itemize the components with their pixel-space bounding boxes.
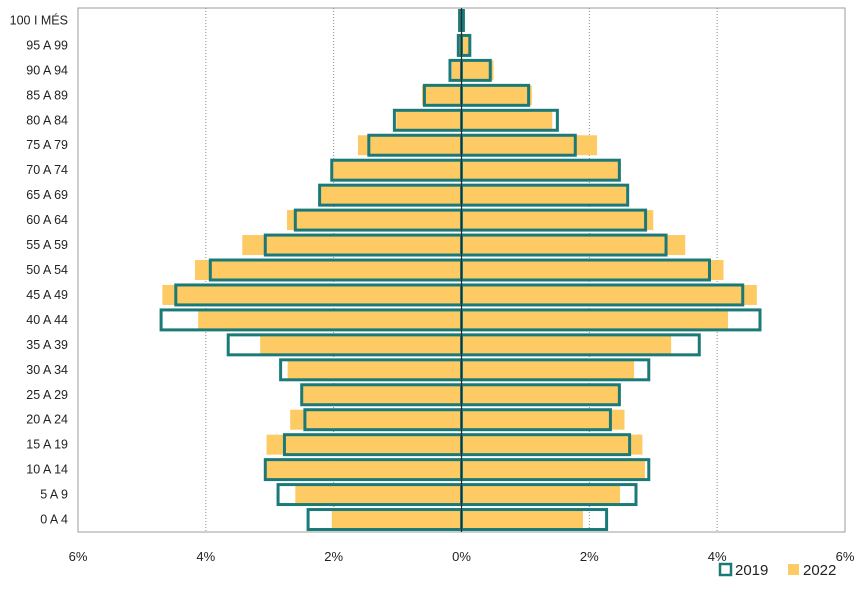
- bar-2022-left: [242, 235, 462, 256]
- category-label: 95 A 99: [26, 38, 68, 52]
- bar-2022-right: [461, 309, 729, 330]
- x-tick-label: 2%: [580, 549, 599, 564]
- category-label: 100 I MÉS: [10, 12, 68, 27]
- category-label: 30 A 34: [26, 363, 68, 377]
- bar-2022-left: [330, 160, 462, 181]
- bar-2022-right: [461, 384, 619, 405]
- bar-2022-left: [458, 35, 462, 56]
- x-tick-label: 4%: [196, 549, 215, 564]
- bar-2022-left: [396, 110, 462, 131]
- bar-2022-left: [295, 484, 462, 505]
- bar-2022-left: [287, 359, 462, 380]
- category-label: 40 A 44: [26, 313, 68, 327]
- category-label: 45 A 49: [26, 288, 68, 302]
- x-tick-label: 6%: [836, 549, 855, 564]
- bar-2022-right: [461, 85, 532, 106]
- bar-2022-right: [461, 359, 635, 380]
- axes: 6% 4% 2% 0% 2% 4% 6% 100 I MÉS 95 A 99 90 A 94 85 …: [10, 8, 855, 564]
- category-label: 80 A 84: [26, 113, 68, 127]
- bar-2022-right: [461, 110, 553, 131]
- legend-label: 2022: [803, 562, 836, 579]
- bar-2022-left: [287, 210, 462, 231]
- bar-2022-right: [461, 409, 625, 430]
- bar-2022-right: [461, 459, 645, 480]
- bar-2022-right: [461, 284, 757, 305]
- bar-2022-right: [461, 235, 686, 256]
- legend: 2019 2022: [718, 562, 836, 579]
- bars: [159, 8, 762, 532]
- x-tick-label: 6%: [69, 549, 88, 564]
- bar-2022-right: [461, 135, 598, 156]
- bar-2022-left: [357, 135, 462, 156]
- bar-2022-left: [451, 60, 462, 81]
- bar-2022-left: [318, 185, 462, 206]
- category-label: 75 A 79: [26, 138, 68, 152]
- bar-2022-left: [421, 85, 462, 106]
- category-label: 15 A 19: [26, 438, 68, 452]
- bar-2022-right: [461, 60, 494, 81]
- category-label: 35 A 39: [26, 338, 68, 352]
- bar-2022-right: [461, 509, 583, 530]
- legend-label: 2019: [735, 562, 768, 579]
- x-tick-label: 0%: [452, 549, 471, 564]
- bar-2022-right: [461, 160, 619, 181]
- x-tick-label: 2%: [324, 549, 343, 564]
- category-label: 70 A 74: [26, 163, 68, 177]
- bar-2022-left: [162, 284, 462, 305]
- category-label: 10 A 14: [26, 463, 68, 477]
- x-tick-label: 4%: [708, 549, 727, 564]
- bar-2022-left: [266, 459, 462, 480]
- category-label: 5 A 9: [40, 488, 68, 502]
- bar-2022-left: [198, 309, 462, 330]
- category-label: 60 A 64: [26, 213, 68, 227]
- bar-2022-left: [331, 509, 462, 530]
- bar-2022-right: [461, 484, 621, 505]
- category-label: 55 A 59: [26, 238, 68, 252]
- bar-2022-right: [461, 210, 654, 231]
- category-label: 20 A 24: [26, 413, 68, 427]
- bar-2022-right: [461, 334, 672, 355]
- bar-2022-right: [461, 35, 472, 56]
- category-label: 50 A 54: [26, 263, 68, 277]
- bar-2022-left: [260, 334, 462, 355]
- bar-2022-left: [194, 260, 462, 280]
- bar-2022-left: [301, 384, 462, 405]
- category-label: 65 A 69: [26, 188, 68, 202]
- bar-2022-right: [461, 260, 724, 280]
- bar-2022-right: [461, 434, 643, 455]
- bar-2022-right: [461, 185, 627, 206]
- category-label: 85 A 89: [26, 88, 68, 102]
- legend-swatch-2022: [788, 564, 799, 575]
- legend-swatch-2019: [718, 562, 733, 577]
- bar-2022-left: [266, 434, 462, 455]
- category-label: 0 A 4: [40, 513, 68, 527]
- bar-2022-left: [290, 409, 462, 430]
- category-label: 90 A 94: [26, 63, 68, 77]
- category-label: 25 A 29: [26, 388, 68, 402]
